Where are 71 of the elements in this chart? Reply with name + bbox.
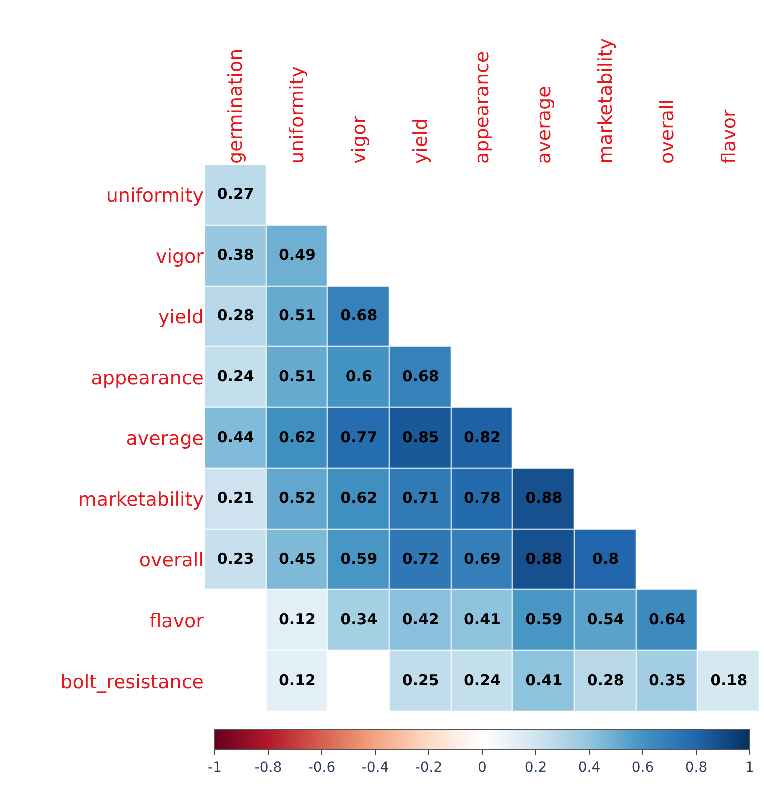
data-label: 0.64 <box>648 610 686 629</box>
data-label: 0.88 <box>526 550 563 568</box>
x-tick-label: vigor <box>348 116 370 164</box>
y-tick-label: vigor <box>156 246 204 268</box>
data-label: 0.78 <box>464 489 502 508</box>
data-label: 0.68 <box>402 367 440 386</box>
data-label: 0.28 <box>587 671 624 690</box>
data-label: 0.54 <box>587 610 624 629</box>
y-tick-label: overall <box>139 550 204 572</box>
data-label: 0.51 <box>278 367 316 386</box>
data-label: 0.42 <box>402 610 440 629</box>
data-label: 0.38 <box>217 246 254 264</box>
data-label: 0.44 <box>217 428 254 446</box>
data-label: 0.59 <box>526 610 563 629</box>
data-label: 0.35 <box>648 671 686 690</box>
data-label: 0.71 <box>402 489 440 508</box>
x-tick-label: germination <box>225 48 248 164</box>
data-label: 0.72 <box>402 550 440 568</box>
data-label: 0.12 <box>278 671 316 690</box>
color-bar-label: 0 <box>478 760 487 776</box>
color-bar-label: -0.6 <box>308 760 336 776</box>
data-label: 0.85 <box>402 428 440 446</box>
data-label: 0.51 <box>278 306 316 325</box>
data-label: 0.69 <box>464 550 502 568</box>
data-label: 0.68 <box>340 306 378 325</box>
data-label: 0.27 <box>217 185 254 204</box>
data-label: 0.82 <box>464 428 502 446</box>
color-bar-label: 1 <box>746 760 754 776</box>
data-label: 0.88 <box>526 489 563 508</box>
data-label: 0.49 <box>278 246 316 264</box>
y-tick-label: marketability <box>78 488 204 511</box>
y-tick-label: appearance <box>91 367 204 390</box>
data-label: 0.77 <box>340 428 378 446</box>
data-label: 0.34 <box>340 610 378 629</box>
x-tick-label: average <box>533 86 556 164</box>
data-label: 0.25 <box>402 671 440 690</box>
data-label: 0.8 <box>592 550 620 568</box>
y-tick-label: bolt_resistance <box>60 671 204 694</box>
x-tick-label: flavor <box>718 110 740 164</box>
data-label: 0.18 <box>710 671 748 690</box>
x-tick-label: yield <box>410 118 432 164</box>
color-bar-label: 0.8 <box>685 760 708 776</box>
data-label: 0.28 <box>217 306 254 325</box>
color-bar-label: 0.2 <box>524 760 548 776</box>
data-label: 0.24 <box>217 367 254 386</box>
color-bar-label: -0.8 <box>254 760 282 776</box>
color-bar-label: 0.4 <box>578 760 601 776</box>
data-label: 0.41 <box>464 610 502 629</box>
color-bar-label: -0.4 <box>362 760 390 776</box>
x-tick-label: marketability <box>595 38 618 164</box>
data-label: 0.62 <box>278 428 316 446</box>
y-tick-label: average <box>126 428 204 450</box>
data-label: 0.21 <box>217 489 254 508</box>
data-label: 0.23 <box>217 550 254 568</box>
y-tick-label: yield <box>158 306 204 329</box>
data-label: 0.59 <box>340 550 378 568</box>
color-bar-label: -0.2 <box>415 760 443 776</box>
data-label: 0.24 <box>464 671 502 690</box>
x-tick-label: overall <box>656 99 679 164</box>
data-label: 0.6 <box>346 367 372 386</box>
color-bar-label: 0.6 <box>632 760 654 776</box>
y-tick-label: flavor <box>150 610 204 632</box>
y-tick-label: uniformity <box>106 185 204 208</box>
data-label: 0.62 <box>340 489 378 508</box>
x-tick-label: uniformity <box>286 66 309 164</box>
data-label: 0.41 <box>526 671 563 690</box>
x-tick-label: appearance <box>472 51 494 164</box>
color-bar-label: -1 <box>208 760 222 776</box>
data-label: 0.45 <box>278 550 316 568</box>
data-label: 0.12 <box>278 610 316 629</box>
data-label: 0.52 <box>278 489 316 508</box>
